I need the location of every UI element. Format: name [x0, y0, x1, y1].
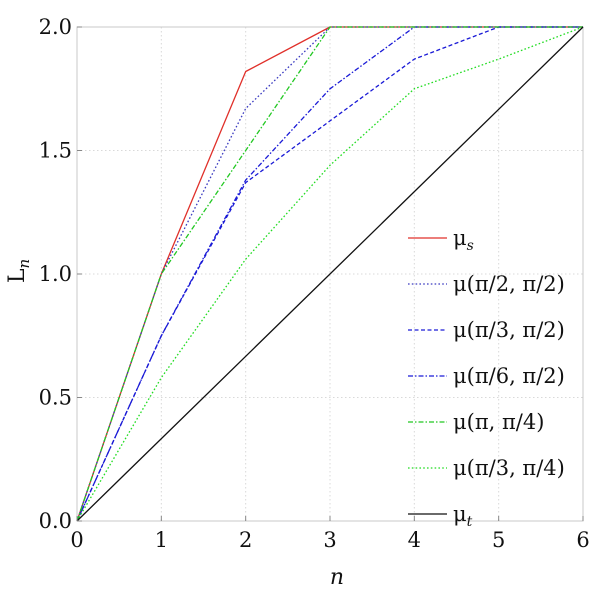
legend-label-0: μs [453, 226, 474, 254]
series-group [76, 26, 584, 522]
legend-label-3: μ(π/6, π/2) [453, 364, 565, 388]
x-axis-label: n [330, 565, 344, 590]
y-tick-label-1: 0.5 [39, 386, 72, 410]
x-tick-label-1: 1 [155, 528, 168, 552]
legend-label-2: μ(π/3, π/2) [453, 318, 565, 342]
x-tick-label-6: 6 [576, 528, 589, 552]
x-tick-label-4: 4 [408, 528, 421, 552]
svg-text:Ln: Ln [5, 259, 33, 283]
legend-label-4: μ(π, π/4) [453, 410, 544, 434]
legend-label-5: μ(π/3, π/4) [453, 456, 565, 480]
series-line-5 [76, 26, 584, 522]
series-line-6 [76, 26, 584, 522]
x-tick-label-0: 0 [70, 528, 83, 552]
y-axis-label-subscript: n [15, 259, 33, 269]
legend-label-1: μ(π/2, π/2) [453, 272, 565, 296]
y-tick-label-3: 1.5 [39, 139, 72, 163]
axis-ticks: 0 1 2 3 4 5 6 0.0 0.5 1.0 1.5 2.0 [39, 15, 590, 552]
series-line-4 [76, 26, 583, 522]
y-axis-label-main: L [5, 268, 30, 283]
x-tick-label-5: 5 [492, 528, 505, 552]
legend: μs μ(π/2, π/2) μ(π/3, π/2) μ(π/6, π/2) μ(π, … [408, 226, 565, 530]
x-tick-label-3: 3 [323, 528, 336, 552]
legend-label-6: μt [453, 502, 473, 530]
y-tick-label-0: 0.0 [39, 509, 72, 533]
y-axis-label: Ln [5, 259, 33, 283]
y-tick-label-2: 1.0 [39, 262, 72, 286]
x-tick-label-2: 2 [239, 528, 252, 552]
y-tick-label-4: 2.0 [39, 15, 72, 39]
